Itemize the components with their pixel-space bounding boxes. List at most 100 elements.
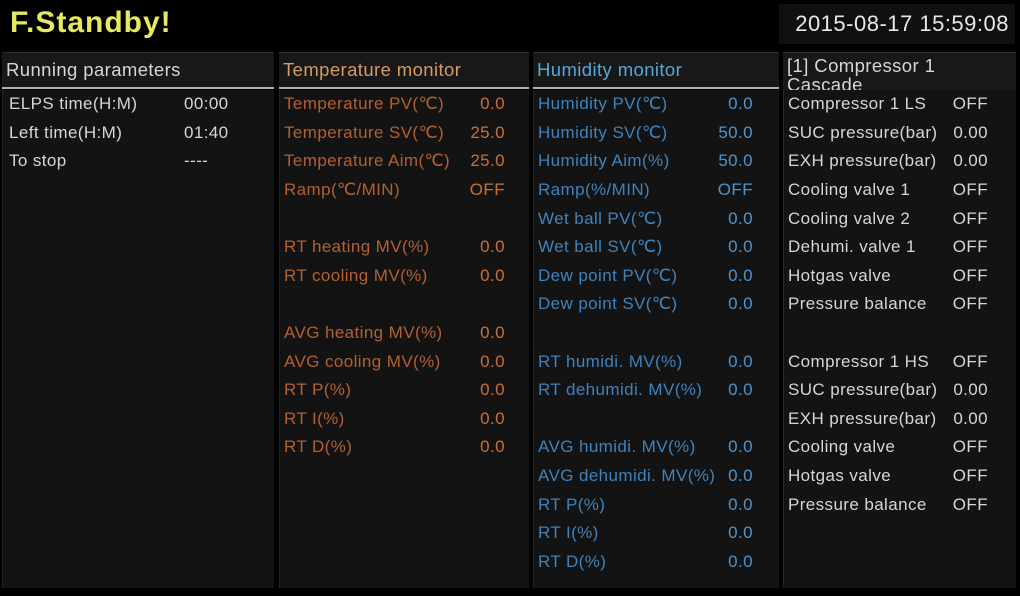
param-label: RT heating MV(%)	[284, 237, 430, 257]
param-row: RT D(%) 0.0	[534, 548, 779, 577]
spacer-row	[280, 204, 529, 233]
panel-compressor-1-cascade: [1] Compressor 1 Cascade Compressor 1 LS OF…	[783, 52, 1016, 588]
param-label: SUC pressure(bar)	[788, 122, 938, 142]
panel-title: Humidity monitor	[533, 52, 779, 89]
spacer-row	[784, 319, 1016, 348]
param-label: Ramp(%/MIN)	[538, 180, 651, 200]
param-value: 0.0	[728, 494, 753, 514]
param-value: 0.0	[480, 351, 505, 371]
param-row: RT dehumidi. MV(%) 0.0	[534, 376, 779, 405]
spacer-row	[534, 405, 779, 434]
param-label: Wet ball PV(℃)	[538, 208, 663, 228]
param-value: 0.00	[953, 151, 988, 171]
panel-title-text-line2: Cascade	[787, 74, 863, 92]
param-row: Humidity SV(℃) 50.0	[534, 119, 779, 148]
param-label: Compressor 1 LS	[788, 94, 927, 114]
param-label: RT D(%)	[284, 437, 353, 457]
param-row: Ramp(%/MIN) OFF	[534, 176, 779, 205]
param-value: OFF	[952, 494, 988, 514]
panel-body: Temperature PV(℃) 0.0 Temperature SV(℃) 25.…	[279, 90, 529, 588]
param-value: 25.0	[470, 122, 505, 142]
param-label: To stop	[9, 151, 67, 171]
param-value: 0.0	[480, 94, 505, 114]
param-label: EXH pressure(bar)	[788, 151, 937, 171]
param-row: SUC pressure(bar) 0.00	[784, 376, 1016, 405]
param-row: RT D(%) 0.0	[280, 433, 529, 462]
panel-body: Humidity PV(℃) 0.0 Humidity SV(℃) 50.0 Humid…	[533, 90, 779, 588]
param-row: RT P(%) 0.0	[534, 490, 779, 519]
panel-title: Running parameters	[2, 52, 274, 89]
param-value: OFF	[952, 294, 988, 314]
param-row: Wet ball SV(℃) 0.0	[534, 233, 779, 262]
param-label: Temperature SV(℃)	[284, 122, 445, 142]
param-label: Pressure balance	[788, 294, 927, 314]
param-value: 0.0	[728, 523, 753, 543]
param-label: RT P(%)	[538, 494, 606, 514]
param-value: 00:00	[184, 94, 229, 114]
param-label: Temperature Aim(℃)	[284, 151, 451, 171]
param-label: Left time(H:M)	[9, 122, 123, 142]
param-value: 0.00	[953, 408, 988, 428]
param-row: EXH pressure(bar) 0.00	[784, 405, 1016, 434]
param-row: RT P(%) 0.0	[280, 376, 529, 405]
param-row: Temperature SV(℃) 25.0	[280, 119, 529, 148]
panel-title-text: Temperature monitor	[283, 59, 462, 80]
param-label: Ramp(℃/MIN)	[284, 180, 401, 200]
param-row: SUC pressure(bar) 0.00	[784, 119, 1016, 148]
param-value: 0.0	[728, 351, 753, 371]
param-value: 0.00	[953, 122, 988, 142]
param-label: Humidity PV(℃)	[538, 94, 668, 114]
param-value: 0.0	[728, 94, 753, 114]
param-label: RT I(%)	[538, 523, 599, 543]
param-row: Humidity PV(℃) 0.0	[534, 90, 779, 119]
param-value: 0.0	[480, 437, 505, 457]
param-label: AVG cooling MV(%)	[284, 351, 441, 371]
param-value: 0.0	[480, 265, 505, 285]
param-row: RT cooling MV(%) 0.0	[280, 262, 529, 291]
param-row: Compressor 1 HS OFF	[784, 347, 1016, 376]
param-label: RT P(%)	[284, 380, 352, 400]
param-label: Dehumi. valve 1	[788, 237, 916, 257]
param-row: Pressure balance OFF	[784, 290, 1016, 319]
panel-title-text: Humidity monitor	[537, 59, 683, 80]
param-label: Pressure balance	[788, 494, 927, 514]
param-row: EXH pressure(bar) 0.00	[784, 147, 1016, 176]
param-row: ELPS time(H:M) 00:00	[3, 90, 274, 119]
param-value: 0.0	[728, 551, 753, 571]
param-value: OFF	[952, 94, 988, 114]
param-value: 0.0	[728, 437, 753, 457]
param-row: Hotgas valve OFF	[784, 462, 1016, 491]
param-value: 01:40	[184, 122, 229, 142]
param-value: OFF	[717, 180, 753, 200]
param-row: AVG cooling MV(%) 0.0	[280, 347, 529, 376]
param-value: OFF	[952, 208, 988, 228]
param-row: Dew point PV(℃) 0.0	[534, 262, 779, 291]
param-row: Dehumi. valve 1 OFF	[784, 233, 1016, 262]
panel-running-parameters: Running parameters ELPS time(H:M) 00:00 Lef…	[2, 52, 274, 588]
param-row: Ramp(℃/MIN) OFF	[280, 176, 529, 205]
param-value: 0.0	[480, 237, 505, 257]
param-row: RT I(%) 0.0	[534, 519, 779, 548]
panel-title: [1] Compressor 1 Cascade	[783, 52, 1016, 92]
param-label: RT D(%)	[538, 551, 607, 571]
param-label: AVG dehumidi. MV(%)	[538, 466, 716, 486]
panel-temperature-monitor: Temperature monitor Temperature PV(℃) 0.0 T…	[279, 52, 529, 588]
param-label: RT humidi. MV(%)	[538, 351, 683, 371]
param-label: Humidity Aim(%)	[538, 151, 670, 171]
param-value: 0.0	[728, 208, 753, 228]
param-label: EXH pressure(bar)	[788, 408, 937, 428]
param-row: Humidity Aim(%) 50.0	[534, 147, 779, 176]
param-row: Left time(H:M) 01:40	[3, 119, 274, 148]
param-label: RT I(%)	[284, 408, 345, 428]
param-label: AVG heating MV(%)	[284, 323, 443, 343]
param-value: OFF	[469, 180, 505, 200]
panel-humidity-monitor: Humidity monitor Humidity PV(℃) 0.0 Humidit…	[533, 52, 779, 588]
param-row: Wet ball PV(℃) 0.0	[534, 204, 779, 233]
param-label: ELPS time(H:M)	[9, 94, 138, 114]
param-value: 0.0	[480, 408, 505, 428]
spacer-row	[534, 319, 779, 348]
panel-title-text: [1] Compressor 1	[787, 55, 936, 76]
param-row: AVG heating MV(%) 0.0	[280, 319, 529, 348]
param-value: 25.0	[470, 151, 505, 171]
